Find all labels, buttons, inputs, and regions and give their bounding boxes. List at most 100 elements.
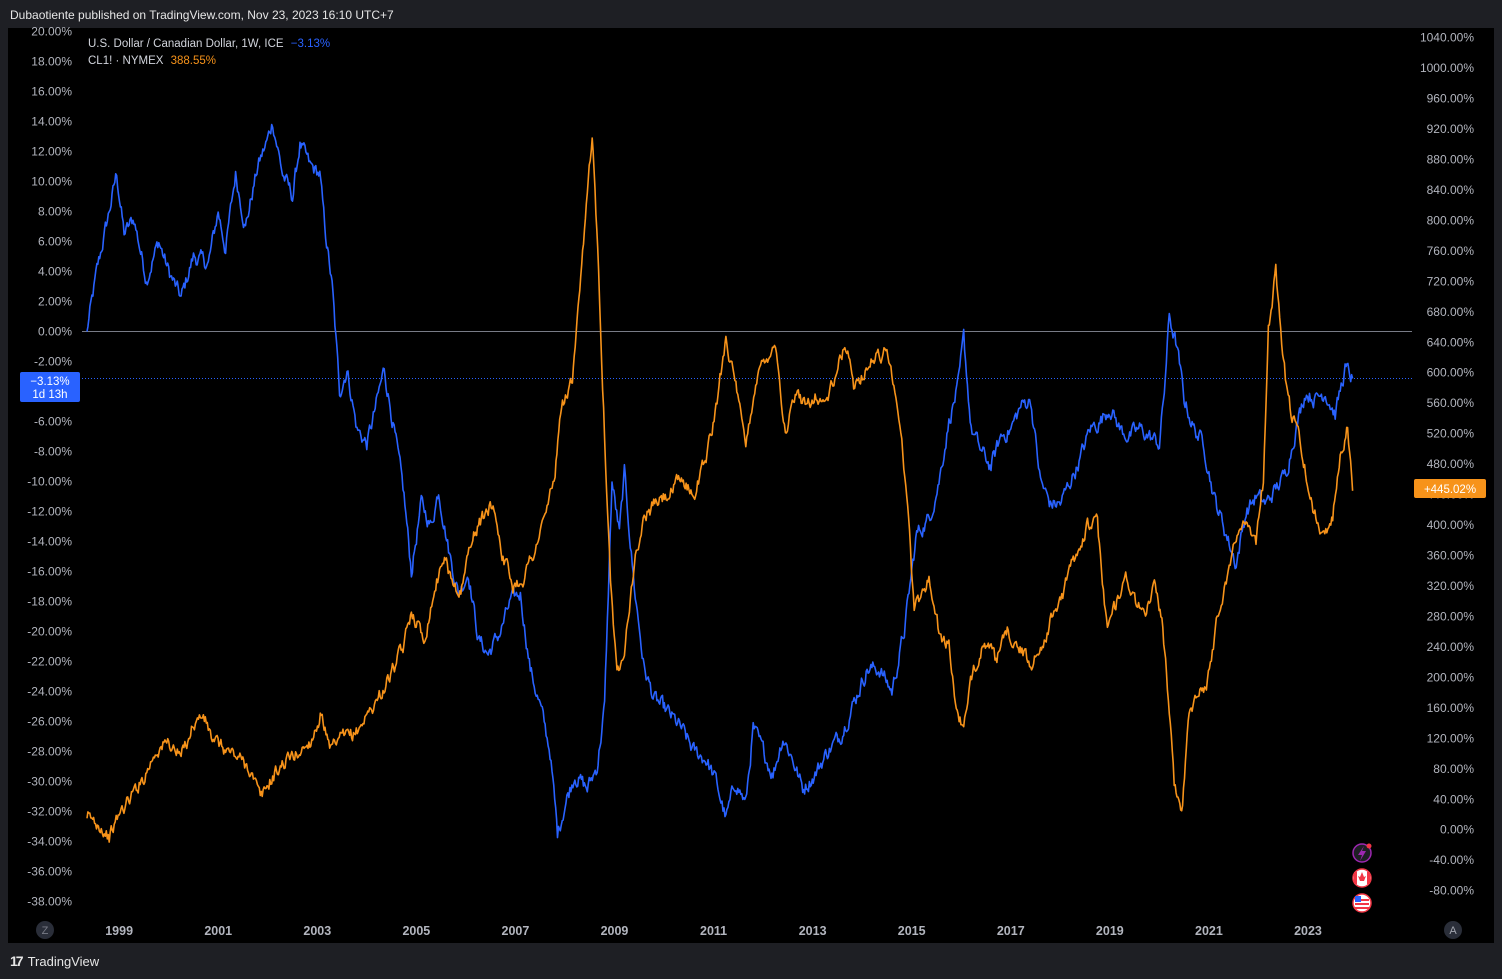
x-tick-label: 2021 [1195, 924, 1223, 938]
left-tick-label: 14.00% [31, 115, 72, 129]
left-tick-label: -8.00% [34, 445, 72, 459]
right-tick-label: 800.00% [1427, 213, 1475, 227]
cl-badge-value: +445.02% [1424, 484, 1476, 496]
x-tick-label: 2023 [1294, 924, 1322, 938]
tradingview-logo-icon: 17 [10, 953, 24, 969]
legend-cl-name: CL1! · NYMEX [88, 55, 164, 67]
x-tick-label: 2003 [303, 924, 331, 938]
brand-name: TradingView [27, 953, 100, 969]
left-tick-label: 20.00% [31, 25, 72, 39]
usd-value-badge: −3.13% 1d 13h [20, 372, 80, 402]
chart-legend: U.S. Dollar / Canadian Dollar, 1W, ICE −… [88, 36, 330, 70]
left-tick-label: -22.00% [27, 655, 72, 669]
left-tick-label: -20.00% [27, 625, 72, 639]
right-tick-label: 880.00% [1427, 152, 1475, 166]
right-tick-label: 0.00% [1440, 823, 1474, 837]
left-tick-label: 18.00% [31, 55, 72, 69]
left-tick-label: 4.00% [38, 265, 72, 279]
right-tick-label: 360.00% [1427, 549, 1475, 563]
auto-scale-right-button[interactable]: A [1444, 921, 1462, 939]
right-tick-label: 240.00% [1427, 640, 1475, 654]
left-tick-label: 16.00% [31, 85, 72, 99]
x-tick-label: 2019 [1096, 924, 1124, 938]
x-tick-label: 2013 [799, 924, 827, 938]
right-tick-label: 920.00% [1427, 122, 1475, 136]
time-axis: 1999 2001 2003 2005 2007 2009 2011 2013 2015 2017… [105, 924, 1322, 938]
left-tick-label: -26.00% [27, 715, 72, 729]
x-tick-label: 1999 [105, 924, 133, 938]
svg-text:A: A [1449, 925, 1457, 937]
publish-line: Dubaotiente published on TradingView.com… [10, 8, 394, 22]
right-tick-label: -40.00% [1429, 853, 1474, 867]
right-tick-label: 560.00% [1427, 396, 1475, 410]
legend-usd-value: −3.13% [290, 38, 331, 50]
right-tick-label: 840.00% [1427, 183, 1475, 197]
right-tick-label: 1040.00% [1420, 31, 1474, 45]
lightning-icon[interactable] [1352, 843, 1372, 863]
right-tick-label: 960.00% [1427, 92, 1475, 106]
left-tick-label: -2.00% [34, 355, 72, 369]
legend-cl-value: 388.55% [170, 55, 217, 67]
x-tick-label: 2001 [204, 924, 232, 938]
right-tick-label: 760.00% [1427, 244, 1475, 258]
x-tick-label: 2011 [700, 924, 727, 938]
legend-usd[interactable]: U.S. Dollar / Canadian Dollar, 1W, ICE −… [88, 36, 330, 53]
right-tick-label: -80.00% [1429, 884, 1474, 898]
usd-badge-countdown: 1d 13h [32, 389, 67, 401]
left-tick-label: 6.00% [38, 235, 72, 249]
left-tick-label: -12.00% [27, 505, 72, 519]
legend-usd-name: U.S. Dollar / Canadian Dollar, 1W, ICE [88, 38, 284, 50]
left-tick-label: -16.00% [27, 565, 72, 579]
left-tick-label: 0.00% [38, 325, 72, 339]
right-tick-label: 600.00% [1427, 366, 1475, 380]
right-tick-label: 640.00% [1427, 335, 1475, 349]
left-tick-label: -38.00% [27, 895, 72, 909]
x-tick-label: 2017 [997, 924, 1025, 938]
log-scale-left-button[interactable]: Z [36, 921, 54, 939]
right-tick-label: 480.00% [1427, 457, 1475, 471]
right-tick-label: 40.00% [1433, 792, 1474, 806]
left-tick-label: -28.00% [27, 745, 72, 759]
x-tick-label: 2009 [601, 924, 629, 938]
right-tick-label: 120.00% [1427, 731, 1475, 745]
x-tick-label: 2005 [402, 924, 430, 938]
left-tick-label: -36.00% [27, 865, 72, 879]
left-tick-label: -6.00% [34, 415, 72, 429]
x-tick-label: 2007 [502, 924, 530, 938]
right-tick-label: 80.00% [1433, 762, 1474, 776]
right-tick-label: 1000.00% [1420, 61, 1474, 75]
usdcad-series-line[interactable] [86, 123, 1354, 839]
cl-value-badge: +445.02% [1414, 479, 1486, 498]
svg-text:Z: Z [42, 925, 49, 937]
left-tick-label: 8.00% [38, 205, 72, 219]
series-layer [86, 123, 1354, 843]
tradingview-brand[interactable]: 17 TradingView [10, 953, 99, 969]
left-tick-label: -30.00% [27, 775, 72, 789]
crude-oil-series-line[interactable] [86, 137, 1354, 843]
usd-badge-value: −3.13% [30, 376, 69, 388]
right-tick-label: 320.00% [1427, 579, 1475, 593]
left-tick-label: -10.00% [27, 475, 72, 489]
chart-frame[interactable] [8, 28, 1494, 943]
right-tick-label: 680.00% [1427, 305, 1475, 319]
right-tick-label: 200.00% [1427, 670, 1475, 684]
publish-header: Dubaotiente published on TradingView.com… [0, 0, 1502, 28]
right-tick-label: 280.00% [1427, 609, 1475, 623]
left-tick-label: 12.00% [31, 145, 72, 159]
left-axis: 20.00% 18.00% 16.00% 14.00% 12.00% 10.00% 8.00… [27, 25, 72, 909]
left-tick-label: -34.00% [27, 835, 72, 849]
right-tick-label: 400.00% [1427, 518, 1475, 532]
footer-bar [0, 943, 1502, 979]
x-tick-label: 2015 [898, 924, 926, 938]
right-tick-label: 520.00% [1427, 427, 1475, 441]
right-tick-label: 160.00% [1427, 701, 1475, 715]
left-tick-label: -32.00% [27, 805, 72, 819]
canada-flag-icon[interactable] [1352, 868, 1372, 888]
us-flag-icon[interactable] [1352, 893, 1372, 913]
legend-cl[interactable]: CL1! · NYMEX 388.55% [88, 53, 330, 70]
left-tick-label: -18.00% [27, 595, 72, 609]
left-tick-label: -24.00% [27, 685, 72, 699]
right-axis: 1040.00% 1000.00% 960.00% 920.00% 880.00% 840… [1420, 31, 1474, 898]
left-tick-label: 2.00% [38, 295, 72, 309]
